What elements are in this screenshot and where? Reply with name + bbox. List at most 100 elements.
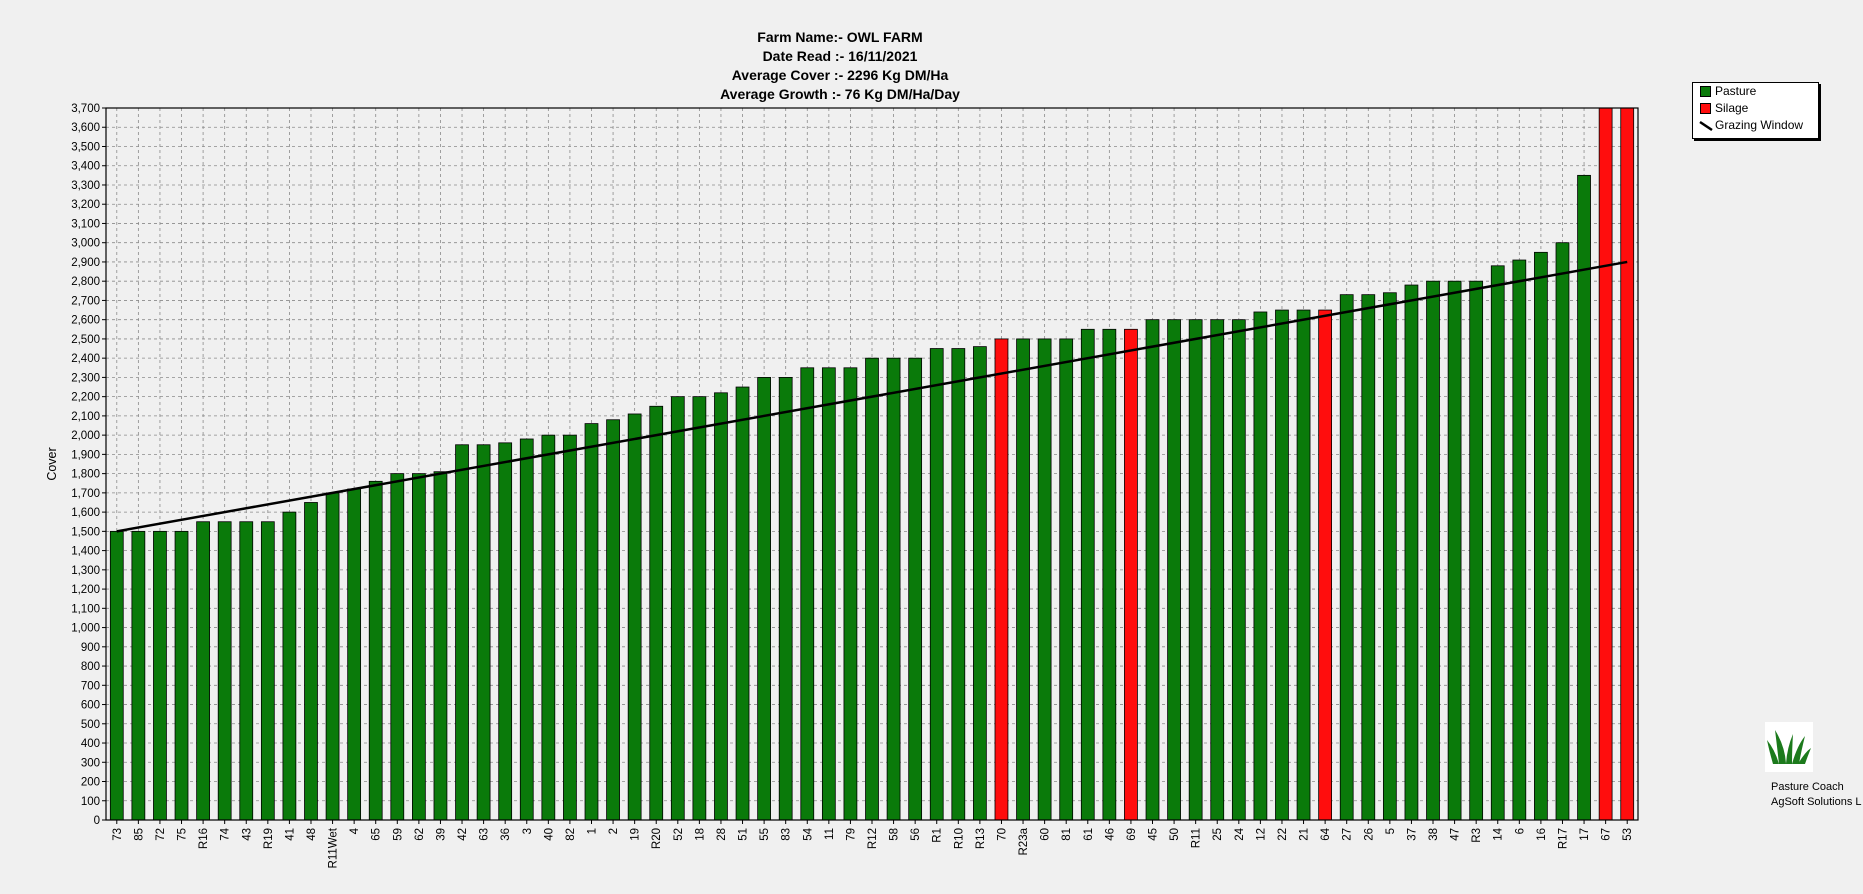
y-tick-label: 2,700: [71, 295, 100, 307]
pasture-swatch: [1700, 86, 1711, 97]
x-tick-label: 69: [1126, 828, 1138, 841]
bar-pasture: [174, 530, 189, 821]
bar-pasture: [325, 492, 340, 821]
y-tick-label: 2,400: [71, 353, 100, 365]
bar-pasture: [541, 434, 556, 821]
bar-pasture: [1102, 328, 1117, 821]
x-tick-label: 83: [781, 828, 793, 841]
x-tick-label: R23a: [1018, 827, 1030, 855]
y-tick-label: 500: [81, 719, 100, 731]
x-tick-label: 72: [155, 828, 167, 841]
x-tick-label: 38: [1428, 828, 1440, 841]
y-tick-label: 1,600: [71, 507, 100, 519]
x-tick-label: R11: [1191, 828, 1203, 848]
grass-logo-icon: [1765, 722, 1813, 772]
x-tick-label: 74: [220, 827, 232, 840]
y-tick-label: 800: [81, 661, 100, 673]
x-tick-label: 45: [1148, 828, 1160, 841]
bar-pasture: [239, 521, 254, 821]
y-tick-label: 2,600: [71, 315, 100, 327]
y-tick-label: 3,300: [71, 180, 100, 192]
x-tick-label: 47: [1450, 828, 1462, 841]
bar-pasture: [109, 530, 124, 821]
average-growth: Average Growth :- 76 Kg DM/Ha/Day: [720, 86, 960, 102]
farm-name: Farm Name:- OWL FARM: [757, 29, 923, 45]
x-tick-label: 58: [889, 828, 901, 841]
bar-pasture: [1275, 309, 1289, 821]
bar-pasture: [757, 377, 771, 821]
y-tick-label: 3,700: [71, 103, 100, 115]
x-tick-label: 55: [759, 828, 771, 841]
legend-label-grazing-window: Grazing Window: [1715, 118, 1804, 132]
bar-pasture: [821, 367, 836, 821]
bar-pasture: [778, 377, 793, 821]
x-tick-label: 41: [284, 828, 296, 841]
y-tick-label: 1,300: [71, 565, 100, 577]
x-tick-label: 12: [1255, 828, 1267, 841]
bar-silage: [1124, 328, 1138, 821]
x-tick-label: 61: [1083, 828, 1095, 841]
x-tick-label: R3: [1471, 828, 1483, 843]
bar-pasture: [260, 521, 275, 821]
x-tick-label: R19: [263, 828, 275, 849]
y-tick-label: 3,100: [71, 218, 100, 230]
legend-item-pasture: Pasture: [1693, 83, 1818, 100]
x-tick-label: 17: [1579, 828, 1591, 841]
x-tick-label: R11Wet: [328, 827, 340, 868]
y-tick-label: 1,200: [71, 584, 100, 596]
bar-pasture: [886, 357, 901, 821]
branding-line-1: Pasture Coach: [1771, 781, 1844, 793]
legend-label-silage: Silage: [1715, 101, 1749, 115]
y-tick-label: 200: [81, 777, 100, 789]
bar-pasture: [1555, 242, 1570, 821]
bar-pasture: [951, 348, 966, 821]
y-tick-label: 2,800: [71, 276, 100, 288]
bar-pasture: [627, 413, 642, 821]
bar-pasture: [1059, 338, 1074, 821]
x-tick-label: 52: [673, 828, 685, 841]
x-tick-label: 70: [996, 828, 1008, 841]
x-tick-label: 19: [630, 828, 642, 841]
x-tick-label: 85: [133, 828, 145, 841]
x-tick-label: 21: [1299, 828, 1311, 841]
x-tick-label: 53: [1622, 828, 1634, 841]
bar-pasture: [1339, 294, 1354, 821]
date-read: Date Read :- 16/11/2021: [762, 48, 918, 64]
x-tick-label: 64: [1320, 827, 1332, 840]
bar-pasture: [735, 386, 750, 821]
x-tick-label: 24: [1234, 827, 1246, 840]
y-tick-label: 1,100: [71, 603, 100, 615]
bar-pasture: [1447, 280, 1462, 821]
y-tick-label: 2,200: [71, 392, 100, 404]
x-tick-label: 27: [1342, 828, 1354, 841]
x-tick-label: 11: [824, 828, 836, 840]
branding-text: Pasture Coach AgSoft Solutions L: [1771, 780, 1862, 810]
x-tick-label: 16: [1536, 828, 1548, 841]
x-tick-label: 81: [1061, 828, 1073, 841]
bar-pasture: [196, 521, 210, 821]
y-tick-label: 2,500: [71, 334, 100, 346]
bar-pasture: [1512, 259, 1527, 821]
x-tick-label: 59: [392, 828, 404, 841]
y-tick-label: 1,700: [71, 488, 100, 500]
x-tick-label: 62: [414, 828, 426, 841]
x-tick-label: 36: [500, 828, 512, 841]
x-tick-label: 1: [586, 828, 598, 834]
bar-pasture: [865, 357, 879, 821]
bar-pasture: [411, 473, 426, 821]
bar-pasture: [498, 442, 513, 821]
x-tick-label: R1: [932, 828, 944, 843]
bar-pasture: [843, 367, 858, 821]
x-tick-label: 5: [1385, 828, 1397, 834]
x-tick-label: 43: [241, 828, 253, 841]
y-tick-label: 3,000: [71, 238, 100, 250]
y-axis-title: Cover: [45, 447, 59, 480]
x-tick-label: 40: [543, 828, 555, 841]
bar-silage: [994, 338, 1009, 821]
bar-pasture: [1167, 319, 1181, 821]
x-tick-label: 28: [716, 828, 728, 841]
x-tick-label: 6: [1514, 828, 1526, 834]
bar-pasture: [606, 419, 620, 821]
x-tick-label: 79: [845, 828, 857, 841]
bar-pasture: [1231, 319, 1246, 821]
